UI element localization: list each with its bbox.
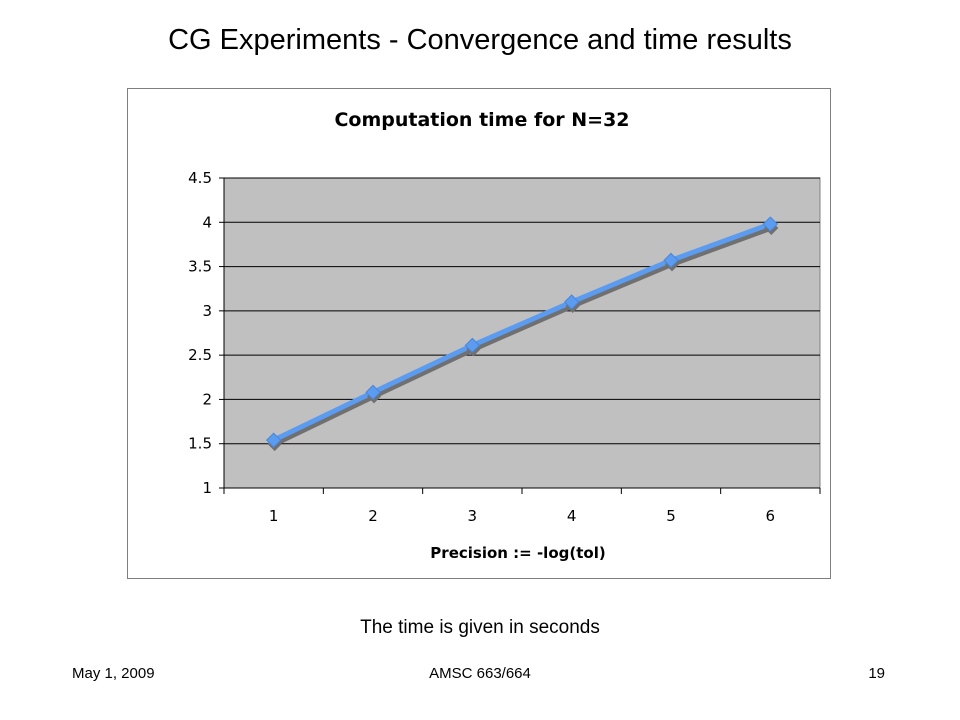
slide-caption: The time is given in seconds [360, 617, 600, 638]
plot-area: 1 1.5 2 2.5 3 3.5 4 4.5 1 2 3 4 5 6 [188, 169, 821, 525]
x-tick-label: 3 [468, 507, 478, 525]
x-tick-label: 4 [567, 507, 577, 525]
slide-title: CG Experiments - Convergence and time re… [168, 24, 792, 56]
y-tick-label: 4.5 [188, 169, 212, 187]
series-line [272, 221, 772, 443]
x-tick-label: 6 [766, 507, 776, 525]
line-chart: Computation time for N=32 1 1.5 2 2.5 3 3.5 4 4… [188, 109, 821, 562]
y-tick-label: 4 [202, 213, 212, 231]
y-tick-label: 1 [202, 479, 212, 497]
x-tick-label: 5 [666, 507, 676, 525]
x-axis-label: Precision := -log(tol) [430, 544, 605, 562]
y-tick-label: 3 [202, 302, 212, 320]
plot-background [223, 177, 821, 489]
data-point [563, 294, 580, 310]
footer-date: May 1, 2009 [72, 665, 155, 682]
x-tick-label: 2 [368, 507, 378, 525]
data-point [464, 337, 481, 354]
series-line-shadow [273, 225, 773, 447]
y-tick-label: 2 [202, 390, 212, 408]
x-tick-label: 1 [269, 507, 279, 525]
y-tick-label: 2.5 [188, 346, 212, 364]
data-point [762, 216, 779, 232]
data-point [663, 252, 679, 269]
chart-frame: Computation time for N=32 1 1.5 2 2.5 3 3.5 4 4… [127, 88, 831, 579]
data-point [365, 384, 381, 401]
y-tick-label: 1.5 [188, 435, 212, 453]
y-tick-label: 3.5 [188, 258, 212, 276]
footer-course: AMSC 663/664 [429, 665, 531, 682]
footer-page-number: 19 [868, 665, 885, 682]
data-point [265, 432, 282, 448]
chart-title: Computation time for N=32 [334, 109, 629, 131]
